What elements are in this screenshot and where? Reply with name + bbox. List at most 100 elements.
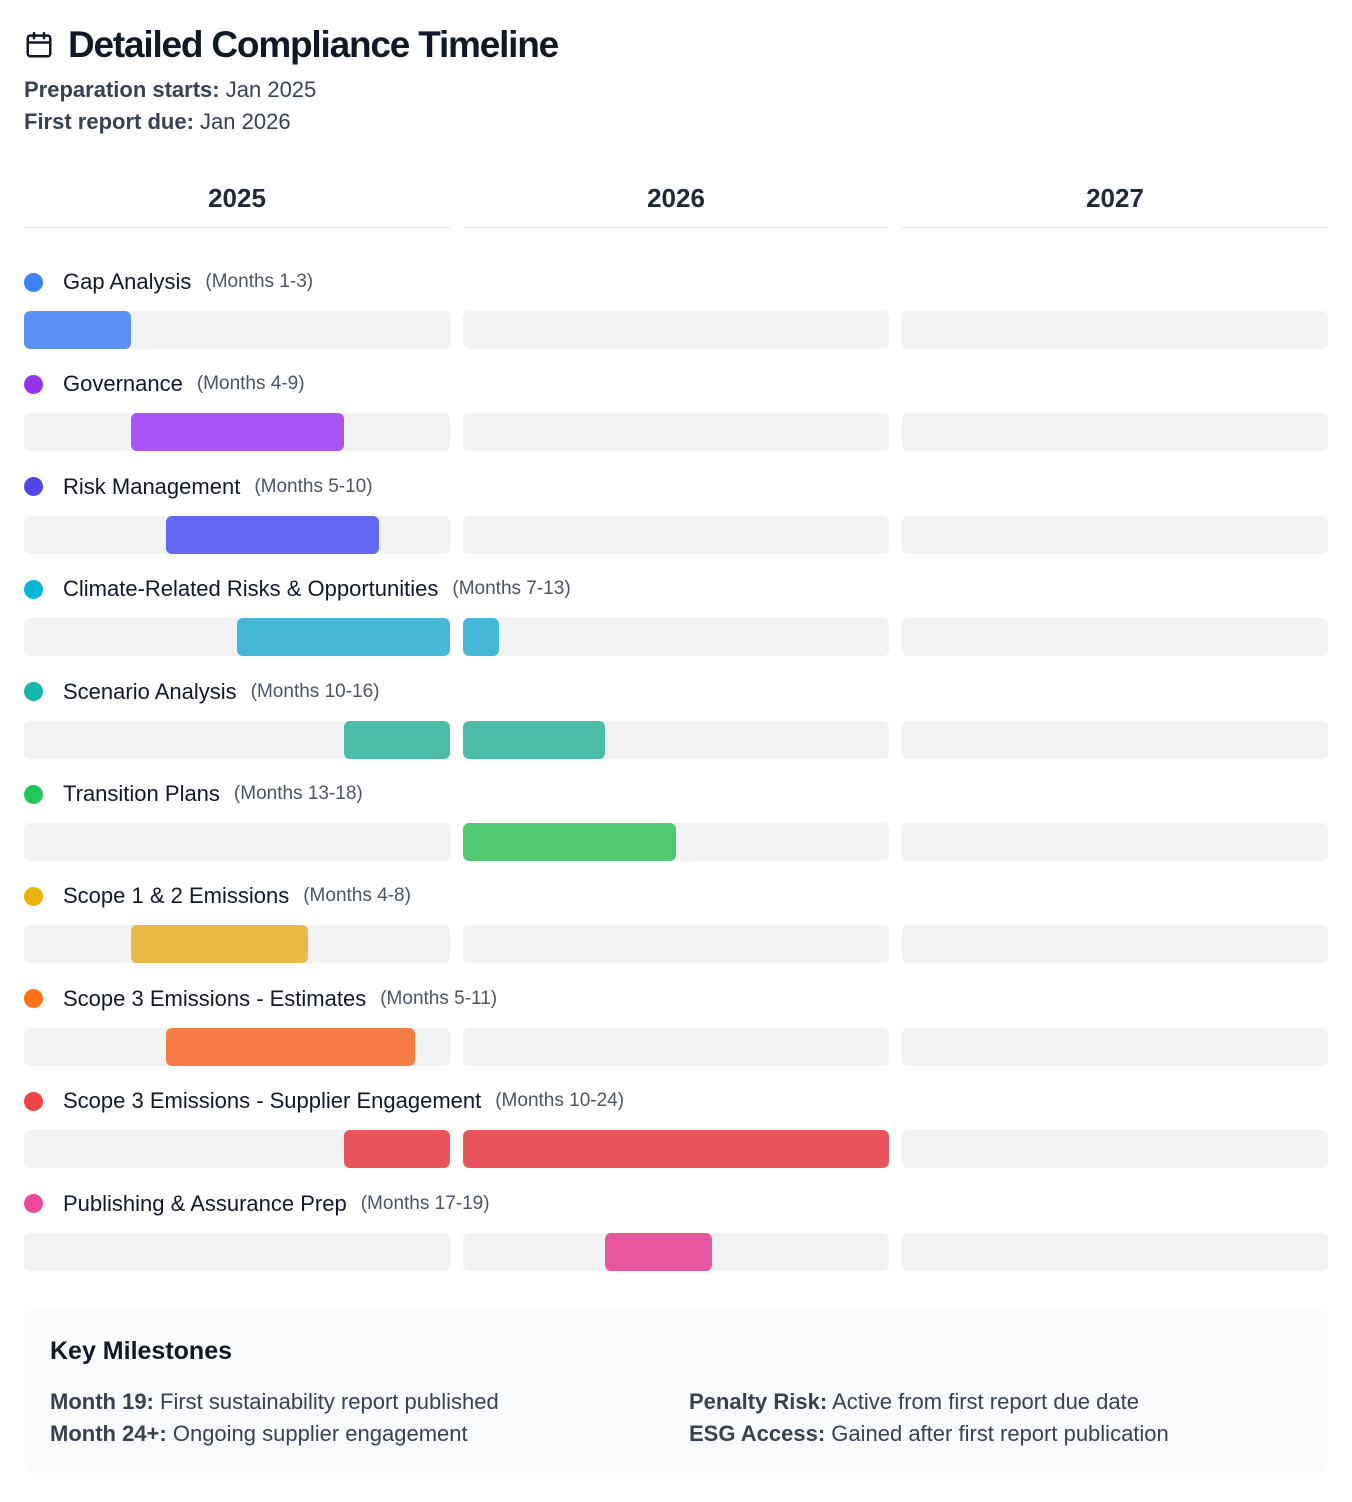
header: Detailed Compliance Timeline Preparation… xyxy=(24,22,559,138)
milestone-text: Ongoing supplier engagement xyxy=(166,1421,468,1446)
task-dot xyxy=(24,272,43,292)
task-range: (Months 10-24) xyxy=(495,1090,625,1112)
task-name: Scope 3 Emissions - Supplier Engagement xyxy=(63,1088,482,1114)
task-range: (Months 1-3) xyxy=(205,271,314,292)
calendar-icon xyxy=(24,30,54,60)
track-2025 xyxy=(24,311,450,349)
task-bar-scenario-analysis-2025 xyxy=(343,720,450,759)
milestones-grid: Month 19: First sustainability report pu… xyxy=(50,1386,1302,1450)
task-tracks xyxy=(24,823,1328,861)
year-header-2026: 2026 xyxy=(463,170,889,228)
task-bar-climate-related-risks-and-opportunities-2025 xyxy=(237,618,450,657)
key-milestones-panel: Key Milestones Month 19: First sustainab… xyxy=(24,1309,1328,1473)
task-label: Scope 3 Emissions - Estimates (Months 5-1… xyxy=(24,985,1328,1013)
track-2027 xyxy=(902,515,1328,554)
task-name: Risk Management xyxy=(63,473,241,499)
task-range: (Months 7-13) xyxy=(452,578,571,600)
task-row-transition-plans: Transition Plans (Months 13-18) xyxy=(24,780,1328,862)
task-row-scope-3-emissions-estimates: Scope 3 Emissions - Estimates (Months 5-1… xyxy=(24,985,1328,1067)
task-row-scope-3-emissions-supplier-engagement: Scope 3 Emissions - Supplier Engagement (… xyxy=(24,1087,1328,1169)
task-tracks xyxy=(24,311,1328,349)
task-dot xyxy=(24,886,43,906)
task-bar-scenario-analysis-2026 xyxy=(463,720,605,759)
task-row-scenario-analysis: Scenario Analysis (Months 10-16) xyxy=(24,678,1328,760)
task-bar-gap-analysis-2025 xyxy=(24,311,131,349)
preparation-start-label: Preparation starts: xyxy=(24,77,220,102)
task-bar-publishing-and-assurance-prep-2026 xyxy=(605,1232,712,1271)
track-2026 xyxy=(463,1232,889,1271)
milestone-label: Penalty Risk: xyxy=(689,1389,828,1414)
task-range: (Months 17-19) xyxy=(360,1192,490,1214)
milestone-text: First sustainability report published xyxy=(153,1389,499,1414)
milestone-label: ESG Access: xyxy=(689,1421,826,1446)
task-range: (Months 5-10) xyxy=(254,475,373,497)
track-2026 xyxy=(463,515,889,554)
task-range: (Months 10-16) xyxy=(250,680,380,702)
task-dot xyxy=(24,1091,43,1111)
page-title: Detailed Compliance Timeline xyxy=(68,24,559,65)
task-dot xyxy=(24,784,43,804)
track-2025 xyxy=(24,618,450,657)
track-2026 xyxy=(463,720,889,759)
track-2026 xyxy=(463,618,889,657)
track-2025 xyxy=(24,413,450,452)
track-2027 xyxy=(902,1130,1328,1169)
milestone-text: Active from first report due date xyxy=(827,1389,1139,1414)
task-label: Risk Management (Months 5-10) xyxy=(24,473,1328,501)
milestone-item: Month 19: First sustainability report pu… xyxy=(50,1386,689,1418)
task-name: Scope 3 Emissions - Estimates xyxy=(63,985,367,1011)
track-2026 xyxy=(463,413,889,452)
track-2027 xyxy=(902,720,1328,759)
task-label: Scope 1 & 2 Emissions (Months 4-8) xyxy=(24,882,1328,910)
task-tracks xyxy=(24,1130,1328,1169)
track-2026 xyxy=(463,1027,889,1066)
task-dot xyxy=(24,579,43,599)
first-report-due-value: Jan 2026 xyxy=(200,109,291,134)
key-milestones-title: Key Milestones xyxy=(50,1337,233,1365)
milestone-label: Month 19: xyxy=(50,1389,154,1414)
task-range: (Months 13-18) xyxy=(233,783,363,804)
task-tracks xyxy=(24,925,1328,964)
track-2026 xyxy=(463,925,889,964)
task-bar-scope-1-and-2-emissions-2025 xyxy=(130,925,308,964)
year-header-row: 2025 2026 2027 xyxy=(24,170,1328,228)
task-bar-scope-3-emissions-supplier-engagement-2025 xyxy=(343,1130,450,1169)
task-dot xyxy=(24,682,43,702)
preparation-start: Preparation starts: Jan 2025 xyxy=(24,74,558,106)
task-label: Scope 3 Emissions - Supplier Engagement (… xyxy=(24,1087,1328,1115)
task-name: Scenario Analysis xyxy=(63,678,237,704)
task-row-governance: Governance (Months 4-9) xyxy=(24,370,1328,452)
track-2025 xyxy=(24,720,450,759)
task-bar-scope-3-emissions-supplier-engagement-2026 xyxy=(463,1130,889,1169)
year-header-2025: 2025 xyxy=(24,170,450,228)
task-name: Governance xyxy=(63,371,183,397)
task-row-publishing-and-assurance-prep: Publishing & Assurance Prep (Months 17-19… xyxy=(24,1190,1328,1272)
task-label: Gap Analysis (Months 1-3) xyxy=(24,268,1328,296)
track-2027 xyxy=(902,1232,1328,1271)
task-range: (Months 5-11) xyxy=(380,987,498,1009)
milestone-text: Gained after first report publication xyxy=(825,1421,1169,1446)
track-2025 xyxy=(24,1130,450,1169)
first-report-due: First report due: Jan 2026 xyxy=(24,106,558,138)
track-2027 xyxy=(902,413,1328,452)
task-name: Transition Plans xyxy=(63,781,220,806)
task-range: (Months 4-9) xyxy=(196,373,305,395)
first-report-due-label: First report due: xyxy=(24,109,194,134)
task-row-risk-management: Risk Management (Months 5-10) xyxy=(24,473,1328,555)
task-name: Climate-Related Risks & Opportunities xyxy=(63,576,439,602)
task-bar-transition-plans-2026 xyxy=(463,823,676,861)
track-2026 xyxy=(463,1130,889,1169)
track-2025 xyxy=(24,1232,450,1271)
task-tracks xyxy=(24,720,1328,759)
task-bar-scope-3-emissions-estimates-2025 xyxy=(166,1027,415,1066)
task-tracks xyxy=(24,1027,1328,1066)
task-dot xyxy=(24,1194,43,1214)
milestone-item: Month 24+: Ongoing supplier engagement xyxy=(50,1418,689,1450)
task-label: Governance (Months 4-9) xyxy=(24,370,1328,398)
track-2025 xyxy=(24,515,450,554)
task-row-scope-1-and-2-emissions: Scope 1 & 2 Emissions (Months 4-8) xyxy=(24,882,1328,964)
milestone-item: Penalty Risk: Active from first report d… xyxy=(689,1386,1289,1418)
title-row: Detailed Compliance Timeline xyxy=(24,22,559,68)
task-dot xyxy=(24,477,43,497)
